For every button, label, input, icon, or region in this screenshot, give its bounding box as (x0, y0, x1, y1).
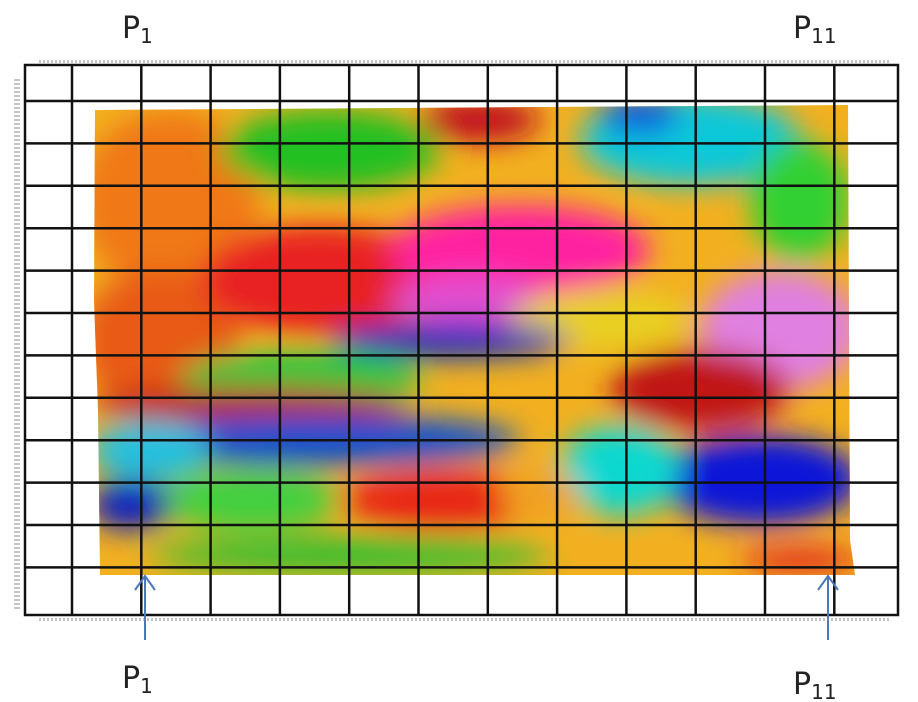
arrows (134, 574, 839, 640)
label-base: P (122, 11, 140, 46)
label-base: P (793, 11, 811, 46)
label-sub: 1 (140, 674, 153, 698)
profile-label: P11 (793, 667, 837, 702)
profile-label: P1 (122, 661, 153, 698)
label-sub: 11 (811, 24, 836, 48)
label-base: P (793, 667, 811, 702)
label-base: P (122, 661, 140, 696)
label-sub: 11 (811, 680, 836, 702)
anomaly-map (94, 105, 855, 575)
arrow (134, 574, 156, 640)
arrow (817, 574, 839, 640)
frame (23, 63, 900, 617)
label-sub: 1 (140, 24, 153, 48)
profile-label: P11 (793, 11, 837, 48)
profile-label: P1 (122, 11, 153, 48)
frame-ticks (14, 60, 889, 621)
grid (23, 63, 900, 617)
